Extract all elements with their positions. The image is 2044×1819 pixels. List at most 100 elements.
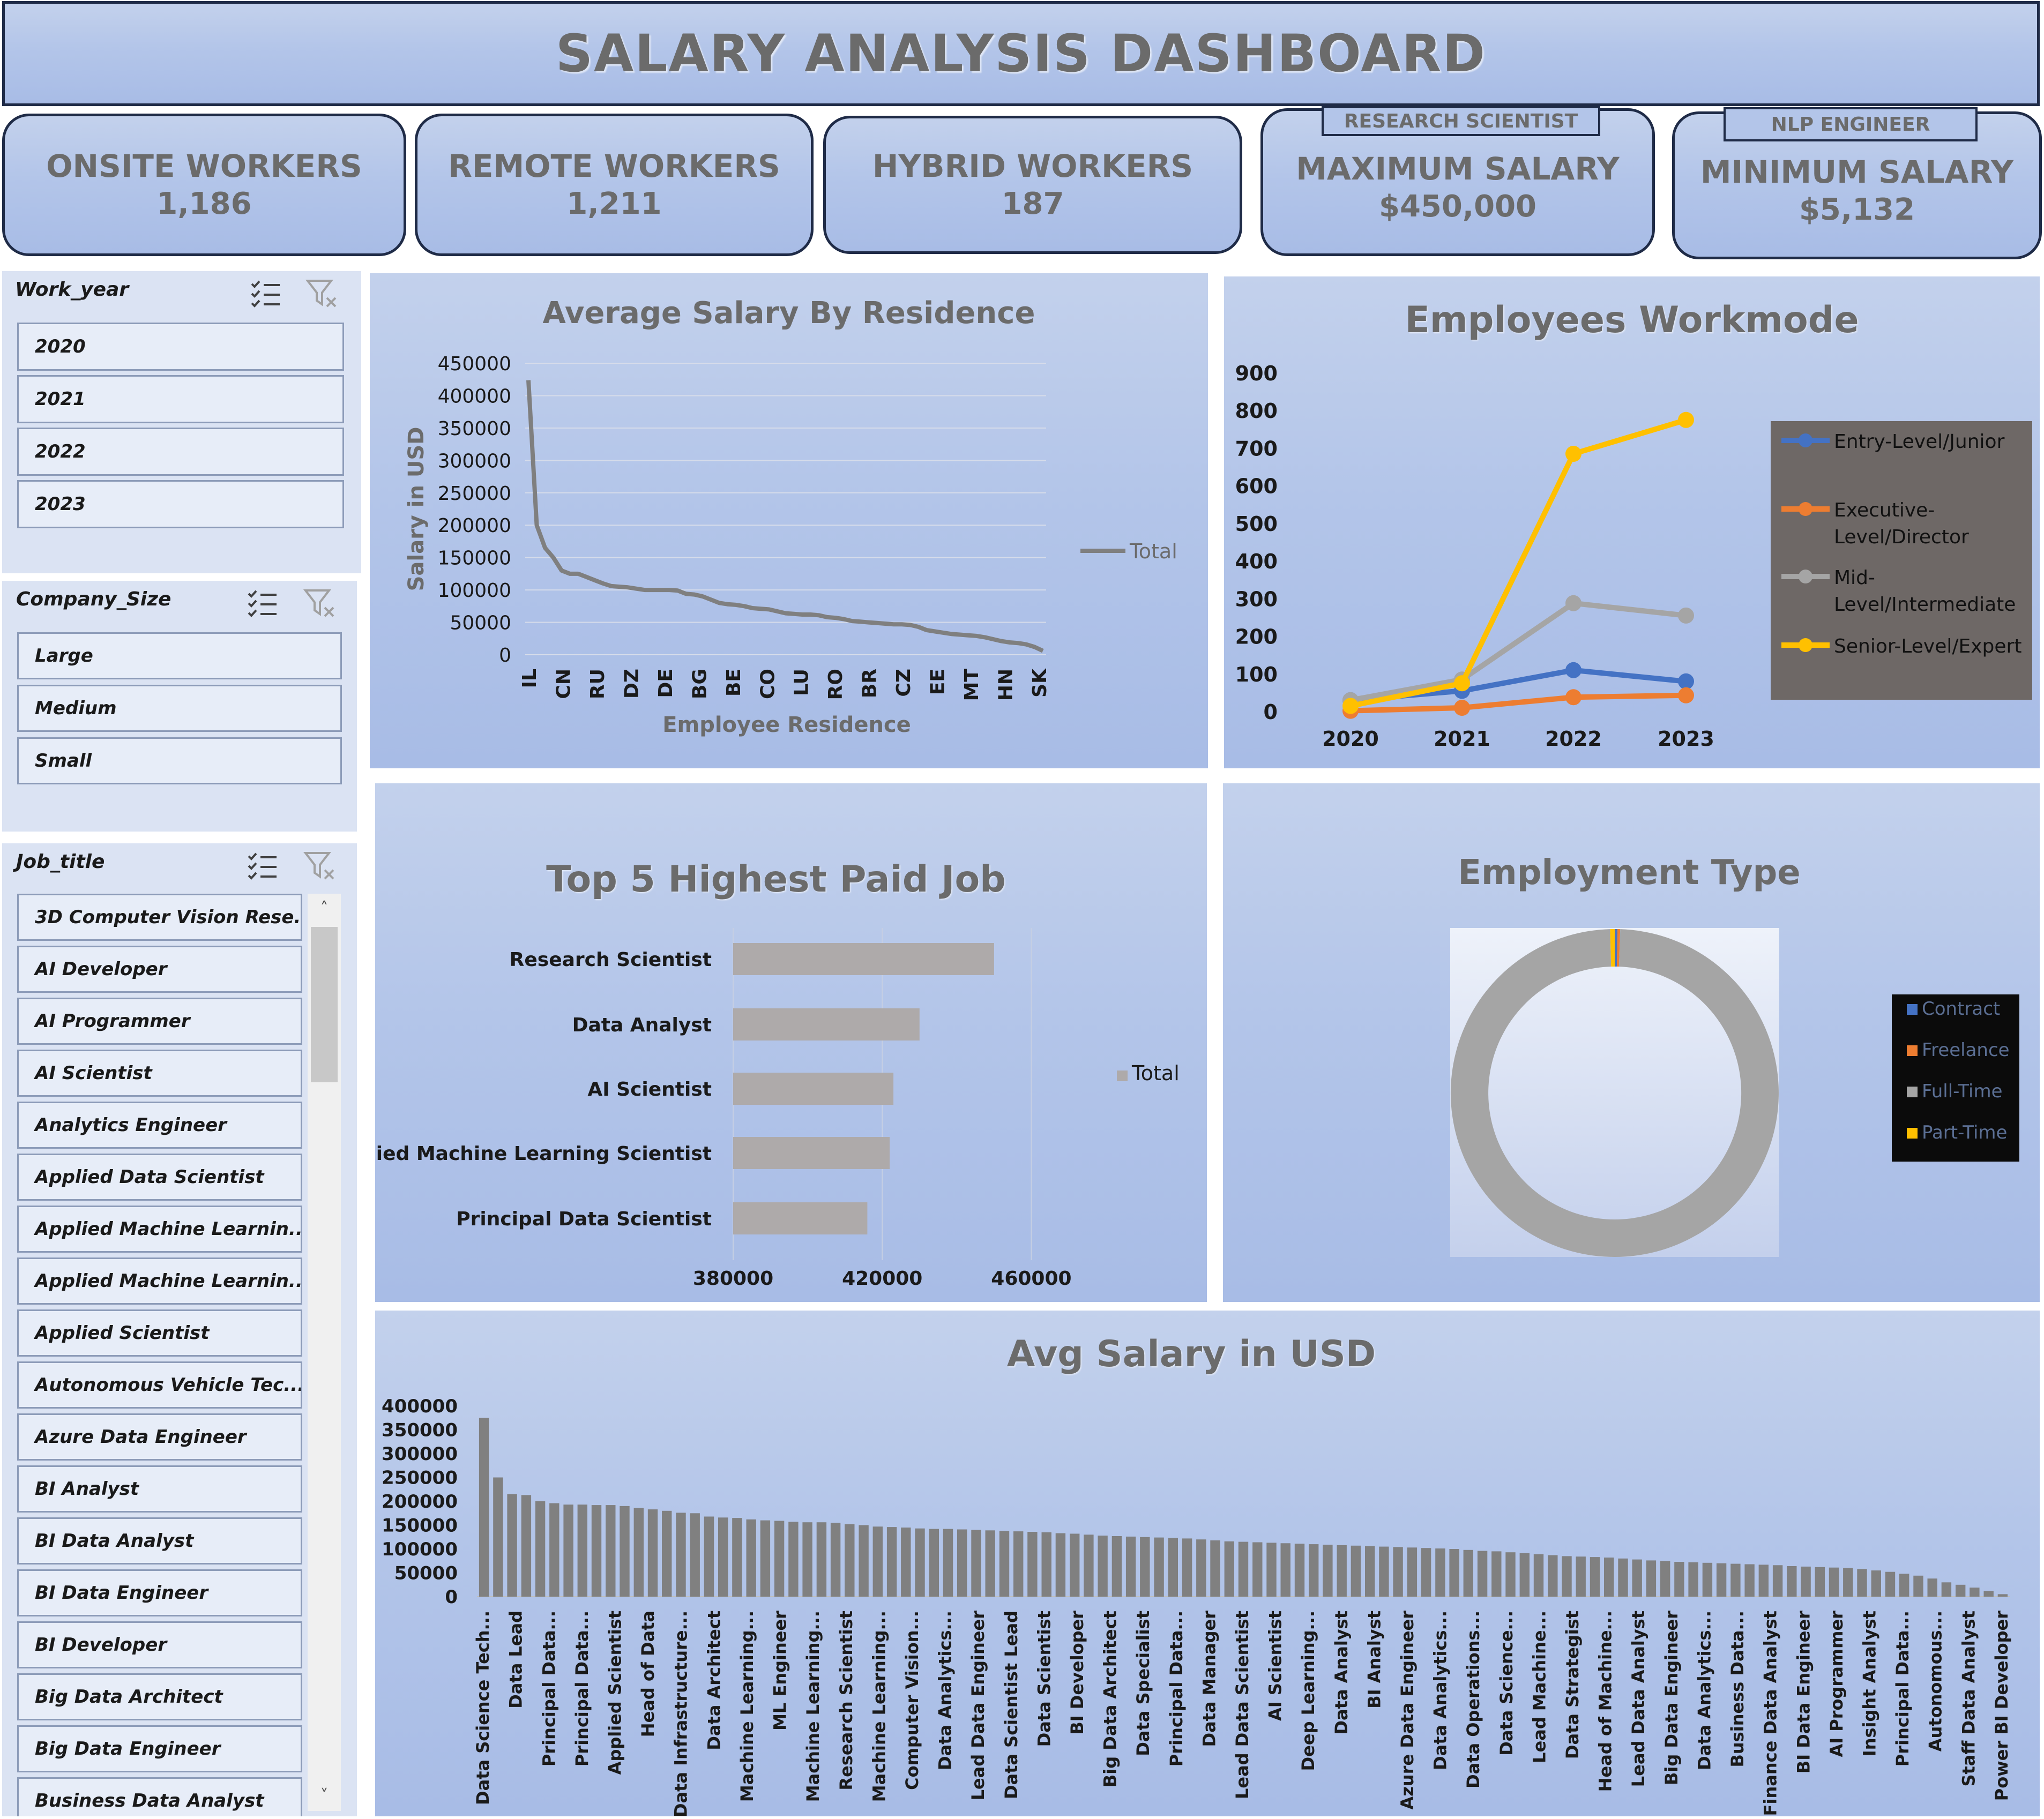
donut-slice <box>1610 929 1615 967</box>
legend-label: Total <box>1131 1061 1180 1085</box>
slicer-item-2023[interactable]: 2023 <box>17 480 344 528</box>
slicer-item-large[interactable]: Large <box>17 632 342 679</box>
bar <box>563 1504 573 1597</box>
x-tick-label: CN <box>553 669 575 699</box>
bar <box>1477 1551 1488 1597</box>
slicer-item-job-title[interactable]: AI Developer <box>17 946 302 993</box>
x-tick-label: BI Analyst <box>1364 1611 1384 1709</box>
x-tick-label: Data Specialist <box>1133 1611 1153 1756</box>
slicer-item-job-title[interactable]: 3D Computer Vision Rese... <box>17 894 302 941</box>
slicer-item-job-title[interactable]: Big Data Engineer <box>17 1725 302 1772</box>
kpi-value: 1,186 <box>156 186 252 222</box>
bar <box>788 1522 799 1597</box>
y-tick-label: 900 <box>1235 362 1278 385</box>
panel-employees-workmode: Employees Workmode 0 100 200 300 400 500 600 70… <box>1224 276 2040 768</box>
slicer-item-job-title[interactable]: AI Programmer <box>17 998 302 1045</box>
bar <box>733 1202 868 1234</box>
clear-filter-icon[interactable] <box>305 278 339 310</box>
slicer-item-2021[interactable]: 2021 <box>17 375 344 423</box>
y-tick-label: 200000 <box>438 515 511 537</box>
slicer-item-2020[interactable]: 2020 <box>17 323 344 371</box>
slicer-scrollbar[interactable]: ˄ ˅ <box>308 894 341 1811</box>
slicer-item-medium[interactable]: Medium <box>17 685 342 732</box>
bar <box>1435 1548 1445 1597</box>
y-tick-label: 300000 <box>438 450 511 472</box>
category-label: AI Scientist <box>587 1079 712 1101</box>
multi-select-icon[interactable] <box>250 279 282 309</box>
slicer-item-job-title[interactable]: AI Scientist <box>17 1050 302 1097</box>
series-line <box>1350 417 1687 709</box>
slicer-item-small[interactable]: Small <box>17 737 342 784</box>
x-tick-label: Data Lead <box>506 1611 526 1709</box>
scroll-up-icon[interactable]: ˄ <box>320 899 329 918</box>
bar <box>859 1525 869 1597</box>
x-tick-label: 2021 <box>1434 727 1490 751</box>
bar <box>1604 1558 1614 1597</box>
slicer-item-job-title[interactable]: BI Data Analyst <box>17 1517 302 1565</box>
slicer-item-job-title[interactable]: Analytics Engineer <box>17 1102 302 1149</box>
slicer-title: Job_title <box>16 851 105 873</box>
bar <box>577 1504 587 1597</box>
kpi-value: $5,132 <box>1799 192 1915 228</box>
legend-label: Executive- <box>1834 499 1935 521</box>
slicer-item-job-title[interactable]: Azure Data Engineer <box>17 1413 302 1461</box>
x-tick-label: Lead Data Engineer <box>968 1611 988 1801</box>
multi-select-icon[interactable] <box>247 588 279 618</box>
slicer-item-2022[interactable]: 2022 <box>17 428 344 476</box>
bar <box>1815 1567 1825 1597</box>
slicer-item-job-title[interactable]: Business Data Analyst <box>17 1777 302 1816</box>
donut-slice <box>1450 929 1779 1257</box>
multi-select-icon[interactable] <box>247 851 279 881</box>
x-tick-label: Data Analytics... <box>935 1611 956 1770</box>
x-tick-label: Data Scientist <box>1034 1611 1054 1747</box>
bar <box>1956 1584 1966 1597</box>
bar <box>733 1073 894 1105</box>
slicer-item-job-title[interactable]: Applied Machine Learnin... <box>17 1206 302 1253</box>
bar <box>1885 1571 1896 1597</box>
bar <box>1618 1558 1628 1597</box>
y-tick-label: 500 <box>1235 512 1278 536</box>
slicer-item-job-title[interactable]: Applied Machine Learnin... <box>17 1257 302 1305</box>
panel-avg-salary-residence: Average Salary By Residence 0 50000 100000… <box>370 273 1208 768</box>
data-point <box>1678 411 1694 428</box>
bar <box>915 1528 925 1597</box>
x-tick-label: Autonomous... <box>1926 1611 1946 1751</box>
slicer-company-size: Company_Size Large Medium Small <box>2 581 357 832</box>
legend-label: Contract <box>1922 998 2000 1020</box>
scrollbar-thumb[interactable] <box>311 927 338 1082</box>
slicer-item-job-title[interactable]: Big Data Architect <box>17 1673 302 1720</box>
bar <box>1899 1574 1909 1597</box>
bar <box>732 1518 742 1597</box>
slicer-item-job-title[interactable]: Applied Scientist <box>17 1309 302 1357</box>
chart-title: Employees Workmode <box>1405 299 1859 341</box>
legend-marker <box>1799 433 1812 447</box>
clear-filter-icon[interactable] <box>303 587 337 619</box>
slicer-item-job-title[interactable]: Applied Data Scientist <box>17 1154 302 1201</box>
x-tick-label: DE <box>655 669 677 698</box>
y-tick-label: 800 <box>1235 399 1278 423</box>
y-tick-label: 150000 <box>382 1515 458 1537</box>
x-tick-label: Principal Data... <box>1892 1611 1913 1766</box>
workmode-line-chart: 0 100 200 300 400 500 600 700 800 900 2020 2021 2022… <box>1235 362 2032 751</box>
bar <box>733 943 994 975</box>
bar <box>493 1477 503 1597</box>
bar <box>1871 1570 1881 1597</box>
bar <box>1351 1545 1361 1597</box>
slicer-item-job-title[interactable]: BI Data Engineer <box>17 1569 302 1616</box>
x-tick-label: Principal Data... <box>1166 1611 1187 1766</box>
bar <box>1772 1565 1783 1597</box>
bar <box>1646 1560 1657 1597</box>
scroll-down-icon[interactable]: ˅ <box>320 1786 329 1805</box>
clear-filter-icon[interactable] <box>303 850 337 882</box>
x-tick-label: RU <box>587 669 609 699</box>
bar <box>507 1494 517 1597</box>
bar <box>1829 1567 1839 1597</box>
slicer-item-job-title[interactable]: Autonomous Vehicle Tec... <box>17 1361 302 1409</box>
x-tick-label: Staff Data Analyst <box>1958 1611 1979 1787</box>
x-tick-label: 380000 <box>693 1268 773 1290</box>
x-tick-label: Big Data Engineer <box>1661 1611 1682 1785</box>
x-tick-label: BE <box>723 669 745 697</box>
panel-employment-type: Employment Type Contract Freelance Full-Ti… <box>1223 783 2040 1302</box>
slicer-item-job-title[interactable]: BI Developer <box>17 1621 302 1668</box>
slicer-item-job-title[interactable]: BI Analyst <box>17 1465 302 1513</box>
